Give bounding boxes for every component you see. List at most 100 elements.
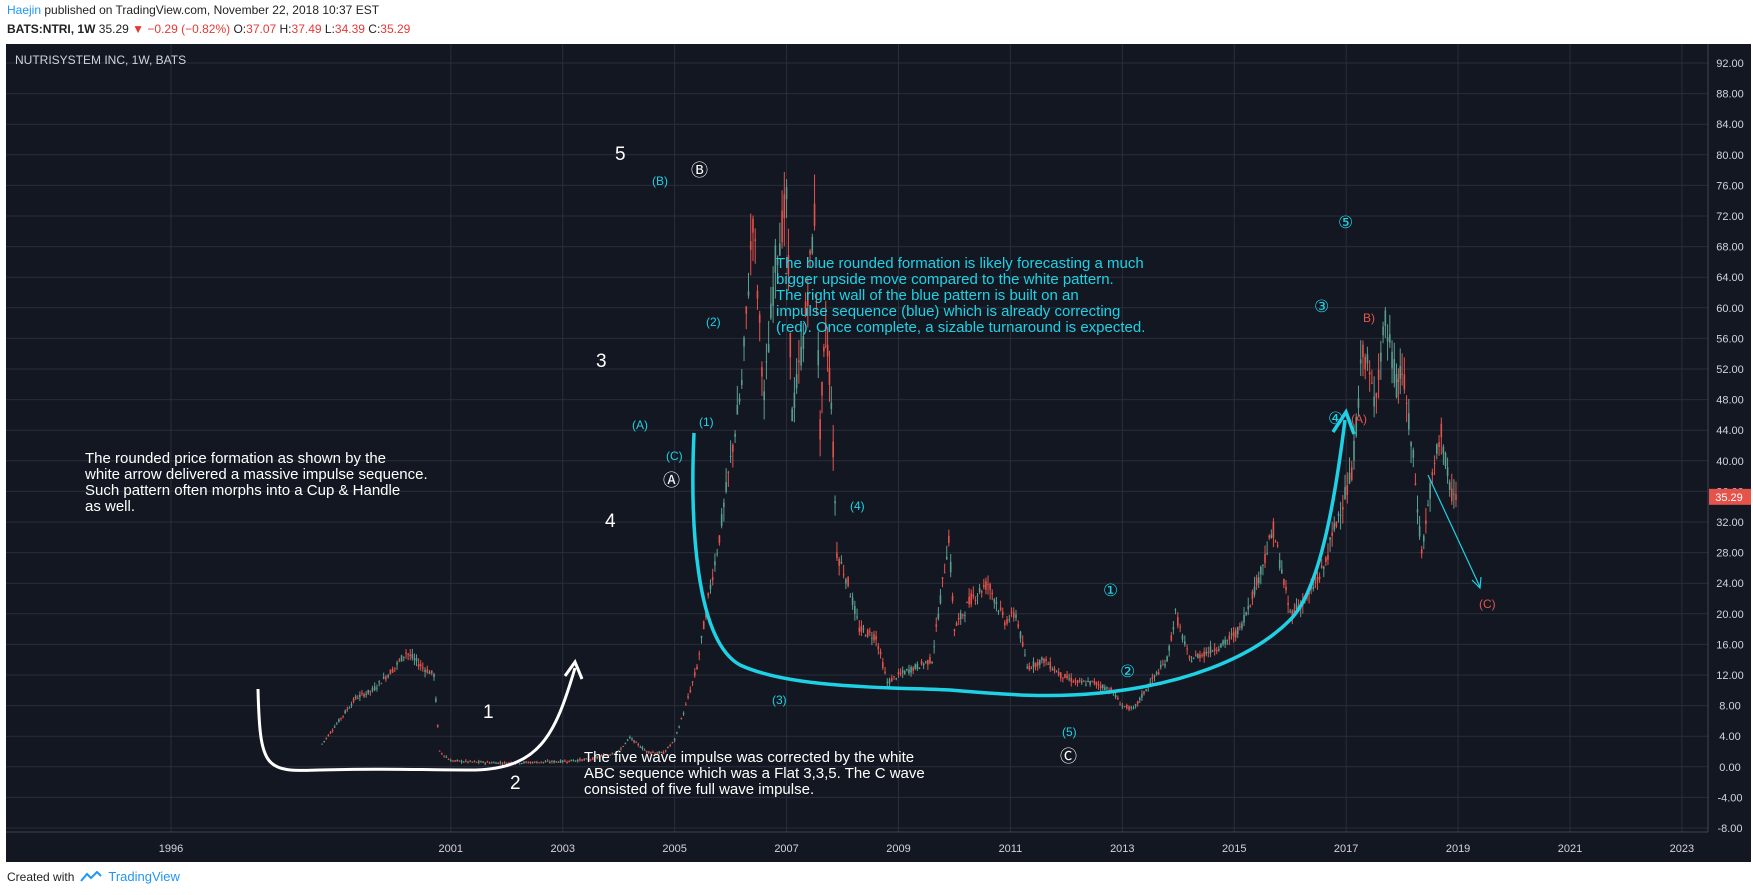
candle-body [776,259,779,266]
candle-body [854,605,856,615]
candle-body [1166,656,1168,662]
wave-label-circled-2: ② [1120,662,1135,681]
x-tick-label: 2005 [662,843,686,855]
candle-body [1320,565,1323,568]
candle-body [1418,526,1421,537]
candle-body [1145,689,1147,692]
wave-label-circled-5: ⑤ [1338,213,1353,232]
candle-body [1312,586,1315,590]
candle-body [1132,707,1135,709]
projection-line [1427,474,1481,588]
candle-body [1164,663,1166,667]
y-tick-label: 60.00 [1716,303,1744,315]
candle-body [637,743,640,746]
candle-body [465,760,467,762]
open-value: 37.07 [246,22,277,36]
candle-body [473,761,476,763]
candle-body [373,686,376,691]
candle-body [361,692,363,694]
candle-body [948,536,950,543]
candle-body [980,591,983,593]
candle-body [1213,648,1216,651]
projection-arrow-head-icon [1471,576,1482,590]
candle-body [422,667,424,669]
candle-body [976,595,979,597]
candle-body [1045,659,1047,661]
candle-body [995,602,998,604]
candle-body [886,681,889,683]
candle-body [359,694,361,698]
candle-body [1243,614,1245,623]
candle-body [1230,633,1233,635]
note-line: impulse sequence (blue) which is already… [776,303,1120,320]
candle-body [1019,631,1022,639]
candle-body [817,350,820,366]
candle-body [1285,586,1287,591]
tradingview-link[interactable]: TradingView [108,869,180,884]
wave-label-circled-4: ④ [1328,409,1343,428]
candle-body [890,678,893,682]
candle-body [1106,687,1108,689]
candle-body [955,623,958,626]
candle-body [1030,667,1033,669]
wave-label-circled-b: Ⓑ [691,161,708,180]
candle-body [413,658,416,660]
candle-body [1335,521,1338,527]
candle-body [1222,640,1224,645]
candle-body [639,746,642,748]
x-tick-label: 2023 [1670,843,1694,855]
candle-body [862,628,865,630]
wave-label-cyan-a: (A) [632,418,648,432]
candle-body [884,671,886,674]
candle-body [1066,675,1068,678]
candle-body [916,663,919,669]
candle-body [707,593,710,596]
candle-body [962,614,964,616]
candle-body [536,762,538,764]
candle-body [772,286,774,306]
y-axis: 92.00 88.00 84.00 80.00 76.00 72.00 68.00 64.00… [1707,44,1751,862]
y-tick-label: 12.00 [1716,670,1744,682]
candle-body [1211,650,1214,652]
y-tick-label: 76.00 [1716,180,1744,192]
candle-body [486,761,489,763]
candle-body [687,696,689,698]
candle-body [620,748,622,750]
candle-body [447,759,450,761]
candle-body [1257,577,1260,584]
candle-body [693,672,696,676]
candle-body [1209,646,1212,654]
candle-body [685,704,687,706]
candle-body [382,676,385,679]
candle-body [959,612,962,620]
y-tick-label: 52.00 [1716,364,1744,376]
y-tick-label: -4.00 [1717,792,1742,804]
y-tick-label: 4.00 [1719,731,1740,743]
candle-body [1055,671,1058,673]
candle-body [1043,658,1045,663]
candle-body [613,753,616,755]
candle-body [821,381,823,396]
wave-label-cyan-2: (2) [706,315,721,329]
candle-body [723,502,725,508]
candle-body [622,746,624,748]
note-line: as well. [85,498,135,515]
candle-body [785,187,788,200]
candle-body [823,347,825,352]
candle-body [879,651,882,655]
candle-body [856,616,858,618]
wave-label-red-a: (A) [1351,412,1367,426]
candle-body [540,761,542,763]
candle-body [873,634,875,641]
candle-body [1177,617,1179,627]
candle-body [631,738,633,740]
candle-body [957,618,960,620]
candle-body [847,577,849,586]
candle-body [1293,609,1296,615]
candle-body [922,664,925,666]
candle-body [559,760,562,763]
candle-body [1095,681,1098,686]
candle-body [1059,672,1062,678]
author-link[interactable]: Haejin [7,3,42,17]
